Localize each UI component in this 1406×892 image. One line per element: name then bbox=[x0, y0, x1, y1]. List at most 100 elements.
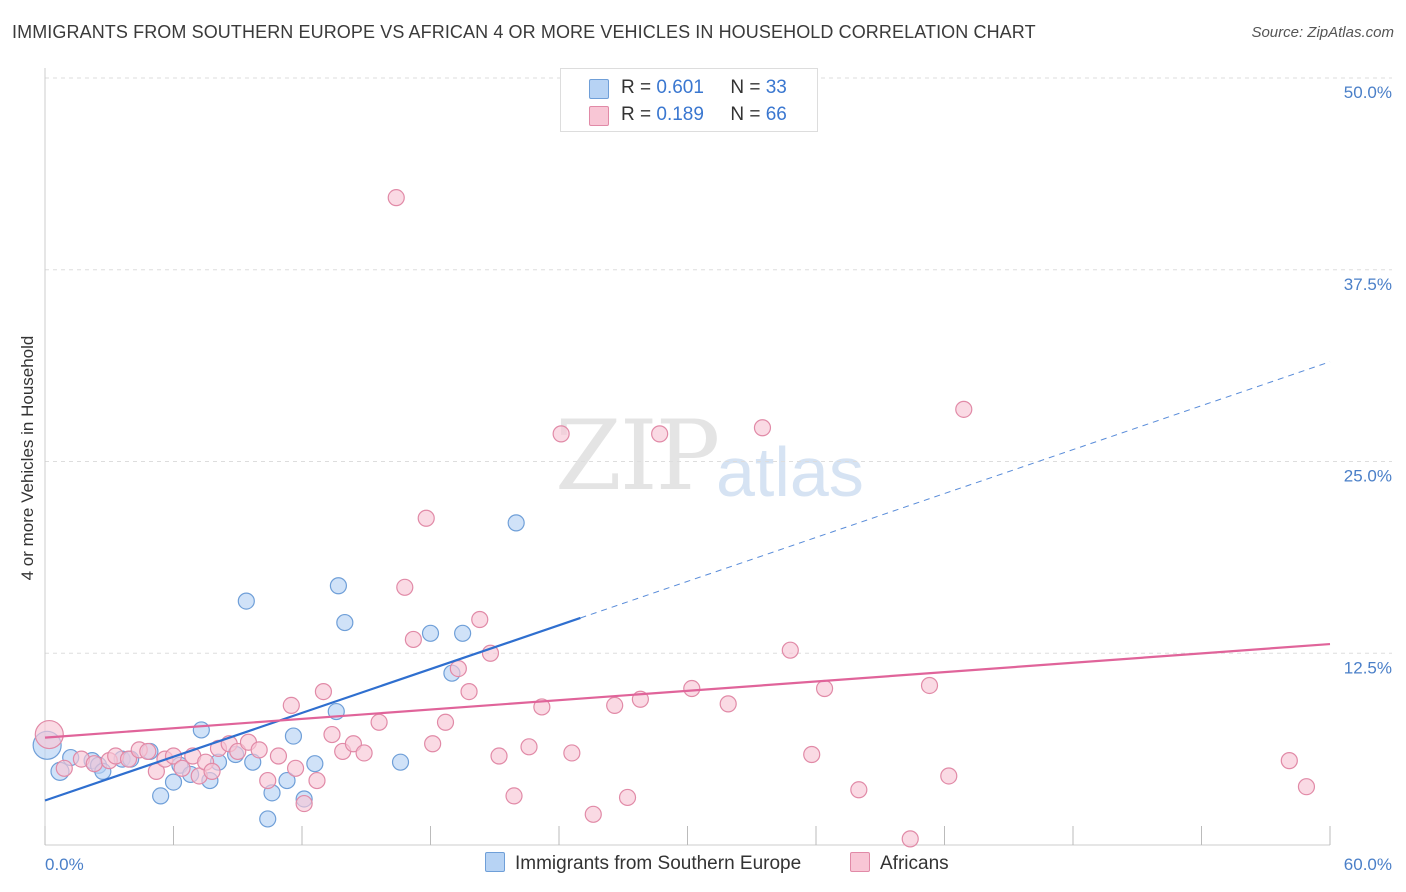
point-africans bbox=[533, 698, 551, 716]
point-africans bbox=[34, 719, 64, 750]
point-africans bbox=[901, 830, 919, 848]
bottom-legend-swatch-africans bbox=[850, 852, 870, 872]
point-southern-europe bbox=[507, 514, 525, 532]
y-tick-label: 37.5% bbox=[1344, 275, 1392, 294]
legend-r-value: 0.189 bbox=[656, 104, 704, 125]
legend-text: R = 0.189 N = 66 bbox=[621, 104, 787, 126]
point-southern-europe bbox=[259, 810, 277, 828]
point-africans bbox=[282, 696, 300, 715]
point-southern-europe bbox=[192, 721, 210, 739]
point-africans bbox=[683, 679, 701, 698]
bottom-legend-label: Africans bbox=[880, 853, 949, 874]
y-tick-label: 50.0% bbox=[1344, 83, 1392, 102]
point-africans bbox=[920, 676, 939, 695]
legend-n-label: N = bbox=[730, 77, 761, 98]
point-africans bbox=[269, 747, 288, 765]
grid-lines bbox=[45, 77, 1392, 654]
point-southern-europe bbox=[152, 787, 170, 805]
point-africans bbox=[850, 781, 868, 799]
point-southern-europe bbox=[278, 771, 296, 790]
point-africans bbox=[85, 755, 103, 773]
trend-line-southern-europe bbox=[44, 616, 581, 802]
point-africans bbox=[259, 771, 277, 790]
point-southern-europe bbox=[421, 624, 440, 642]
legend-r-label: R = bbox=[621, 104, 652, 125]
point-africans bbox=[815, 679, 834, 698]
axes bbox=[44, 68, 1331, 846]
point-africans bbox=[323, 725, 341, 744]
legend-swatch-africans bbox=[589, 106, 609, 126]
source-label: Source: ZipAtlas.com bbox=[1251, 24, 1394, 41]
bottom-legend-africans: Africans bbox=[850, 852, 949, 876]
legend-r-value: 0.601 bbox=[656, 77, 704, 98]
point-africans bbox=[396, 578, 414, 596]
y-tick-label: 12.5% bbox=[1344, 658, 1392, 677]
point-southern-europe bbox=[164, 773, 183, 791]
point-africans bbox=[955, 400, 973, 418]
point-africans bbox=[520, 738, 538, 756]
point-southern-europe bbox=[306, 755, 324, 773]
point-southern-europe bbox=[284, 727, 303, 745]
point-africans bbox=[417, 509, 435, 527]
point-africans bbox=[490, 747, 508, 765]
point-africans bbox=[1297, 778, 1316, 796]
point-africans bbox=[295, 794, 313, 813]
tick-labels: 12.5% 25.0% 37.5% 50.0% 0.0% 60.0% bbox=[45, 83, 1392, 874]
point-africans bbox=[355, 744, 373, 762]
point-africans bbox=[940, 767, 958, 785]
point-africans bbox=[719, 695, 737, 713]
point-africans bbox=[460, 682, 478, 701]
legend-text: R = 0.601 N = 33 bbox=[621, 77, 787, 99]
point-africans bbox=[424, 735, 442, 753]
y-axis-label: 4 or more Vehicles in Household bbox=[18, 335, 37, 581]
point-africans bbox=[250, 741, 268, 759]
point-africans bbox=[1280, 752, 1298, 770]
point-africans bbox=[387, 189, 405, 207]
x-tick-label-max: 60.0% bbox=[1344, 855, 1392, 874]
point-africans bbox=[370, 713, 388, 731]
point-africans bbox=[55, 759, 73, 777]
point-africans bbox=[471, 610, 489, 629]
point-africans bbox=[314, 682, 333, 701]
point-africans bbox=[449, 659, 467, 678]
point-africans bbox=[803, 745, 821, 764]
point-southern-europe bbox=[454, 624, 472, 642]
legend-n-value: 33 bbox=[765, 77, 787, 98]
bottom-legend-southern-europe: Immigrants from Southern Europe bbox=[485, 852, 801, 876]
point-africans bbox=[173, 759, 191, 777]
point-africans bbox=[606, 696, 624, 715]
trend-line-southern-europe-extension bbox=[580, 361, 1331, 619]
point-africans bbox=[505, 787, 523, 805]
watermark-atlas: atlas bbox=[716, 433, 864, 511]
point-africans bbox=[753, 419, 772, 437]
legend-n-label: N = bbox=[730, 104, 761, 125]
point-africans bbox=[584, 805, 602, 823]
legend-swatch-southern-europe bbox=[589, 79, 609, 99]
bottom-legend-swatch-southern-europe bbox=[485, 852, 505, 872]
data-points bbox=[32, 189, 1316, 848]
point-africans bbox=[651, 425, 669, 443]
point-africans bbox=[781, 641, 799, 659]
point-africans bbox=[139, 742, 157, 761]
legend-r-label: R = bbox=[621, 77, 652, 98]
watermark-zip: ZIP bbox=[555, 400, 720, 512]
point-africans bbox=[618, 788, 637, 807]
x-tick-label-min: 0.0% bbox=[45, 855, 84, 874]
point-africans bbox=[436, 713, 455, 731]
y-tick-label: 25.0% bbox=[1344, 467, 1392, 486]
point-southern-europe bbox=[391, 753, 410, 771]
correlation-legend: R = 0.601 N = 33 R = 0.189 N = 66 bbox=[560, 68, 818, 132]
point-southern-europe bbox=[329, 577, 348, 595]
bottom-legend-label: Immigrants from Southern Europe bbox=[515, 853, 802, 874]
point-africans bbox=[563, 744, 581, 762]
trend-line-africans bbox=[44, 642, 1331, 739]
point-southern-europe bbox=[336, 613, 354, 632]
point-africans bbox=[308, 771, 326, 790]
point-southern-europe bbox=[237, 592, 255, 610]
chart-title: IMMIGRANTS FROM SOUTHERN EUROPE VS AFRIC… bbox=[12, 22, 1036, 42]
trend-lines bbox=[44, 361, 1331, 802]
point-africans bbox=[404, 630, 422, 649]
point-africans bbox=[552, 425, 570, 443]
legend-n-value: 66 bbox=[765, 104, 787, 125]
